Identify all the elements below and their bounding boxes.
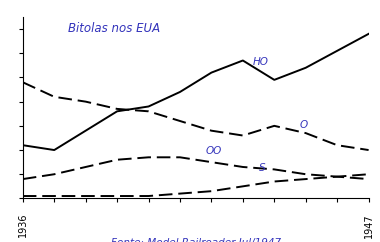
Text: O: O <box>299 120 307 130</box>
Text: HO: HO <box>252 57 268 67</box>
Text: 1947: 1947 <box>364 213 374 238</box>
Text: Bitolas nos EUA: Bitolas nos EUA <box>68 22 160 35</box>
Text: OO: OO <box>205 146 222 156</box>
Text: Fonte: Model Railroader Jul/1947: Fonte: Model Railroader Jul/1947 <box>111 238 281 242</box>
Text: S: S <box>258 163 265 173</box>
Text: 1936: 1936 <box>18 213 28 237</box>
